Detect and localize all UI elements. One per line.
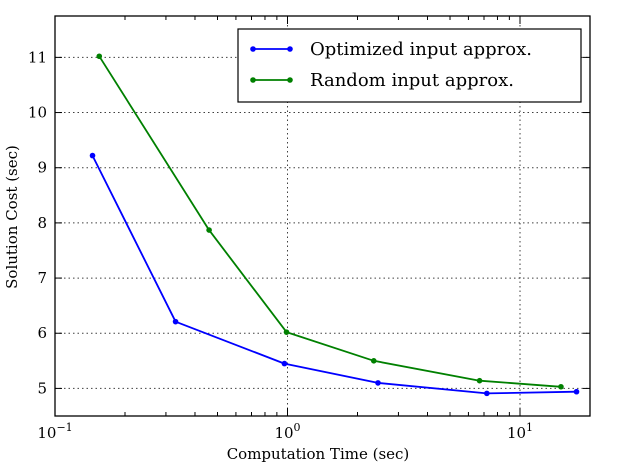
data-point: [370, 358, 377, 364]
y-tick-label: 6: [37, 324, 47, 342]
legend-label-random: Random input approx.: [310, 70, 514, 91]
y-tick-labels: 5 6 7 8 9 10 11: [28, 48, 47, 397]
y-tick-label: 11: [28, 48, 47, 66]
axis-ticks: [54, 16, 591, 416]
legend-marker-optimized-left: [250, 46, 256, 52]
data-point: [172, 318, 179, 325]
y-tick-label: 7: [37, 269, 47, 287]
y-tick-label: 9: [37, 159, 47, 177]
data-point: [281, 360, 288, 367]
data-point: [206, 227, 212, 233]
data-point: [375, 380, 381, 386]
series-layer: [89, 53, 580, 397]
data-point: [283, 329, 290, 335]
legend-box: [237, 28, 582, 103]
data-point: [484, 390, 490, 397]
y-tick-label: 5: [37, 379, 47, 397]
y-tick-label: 8: [37, 214, 47, 232]
legend-marker-random-right: [287, 77, 293, 83]
x-tick-label: 100: [274, 421, 300, 442]
series-line-0: [91, 155, 577, 395]
data-point: [96, 53, 103, 60]
y-tick-label: 10: [28, 104, 47, 122]
legend-label-optimized: Optimized input approx.: [310, 39, 532, 60]
data-point: [573, 388, 580, 395]
x-tick-label: 101: [507, 421, 533, 442]
x-tick-labels: 10−1 100 101: [37, 421, 533, 442]
y-axis-label: Solution Cost (sec): [3, 145, 21, 289]
data-point: [476, 377, 483, 384]
legend-marker-optimized-right: [287, 46, 293, 52]
legend: Optimized input approx. Random input app…: [237, 28, 582, 103]
x-axis-label: Computation Time (sec): [227, 445, 410, 463]
data-point: [89, 152, 96, 159]
legend-marker-random-left: [250, 77, 256, 83]
plot-frame: [54, 15, 591, 417]
series-line-1: [98, 55, 562, 388]
data-point: [558, 383, 564, 390]
x-tick-label: 10−1: [37, 421, 72, 442]
